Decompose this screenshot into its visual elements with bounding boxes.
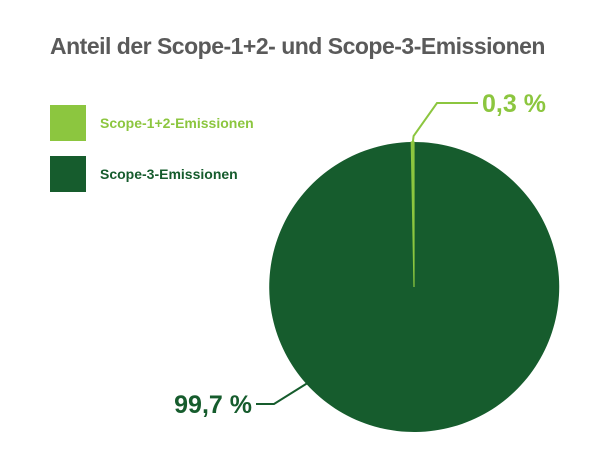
legend-label-scope12: Scope-1+2-Emissionen [100, 115, 254, 131]
data-label-scope12: 0,3 % [482, 90, 546, 118]
legend-swatch-scope3 [50, 156, 86, 192]
leader-line-scope12 [411, 102, 478, 145]
legend-swatch-scope12 [50, 105, 86, 141]
legend-label-scope3: Scope-3-Emissionen [100, 166, 238, 182]
data-label-scope3: 99,7 % [174, 391, 252, 419]
leader-line-scope3 [256, 381, 310, 405]
chart-title: Anteil der Scope-1+2- und Scope-3-Emissi… [50, 33, 545, 59]
